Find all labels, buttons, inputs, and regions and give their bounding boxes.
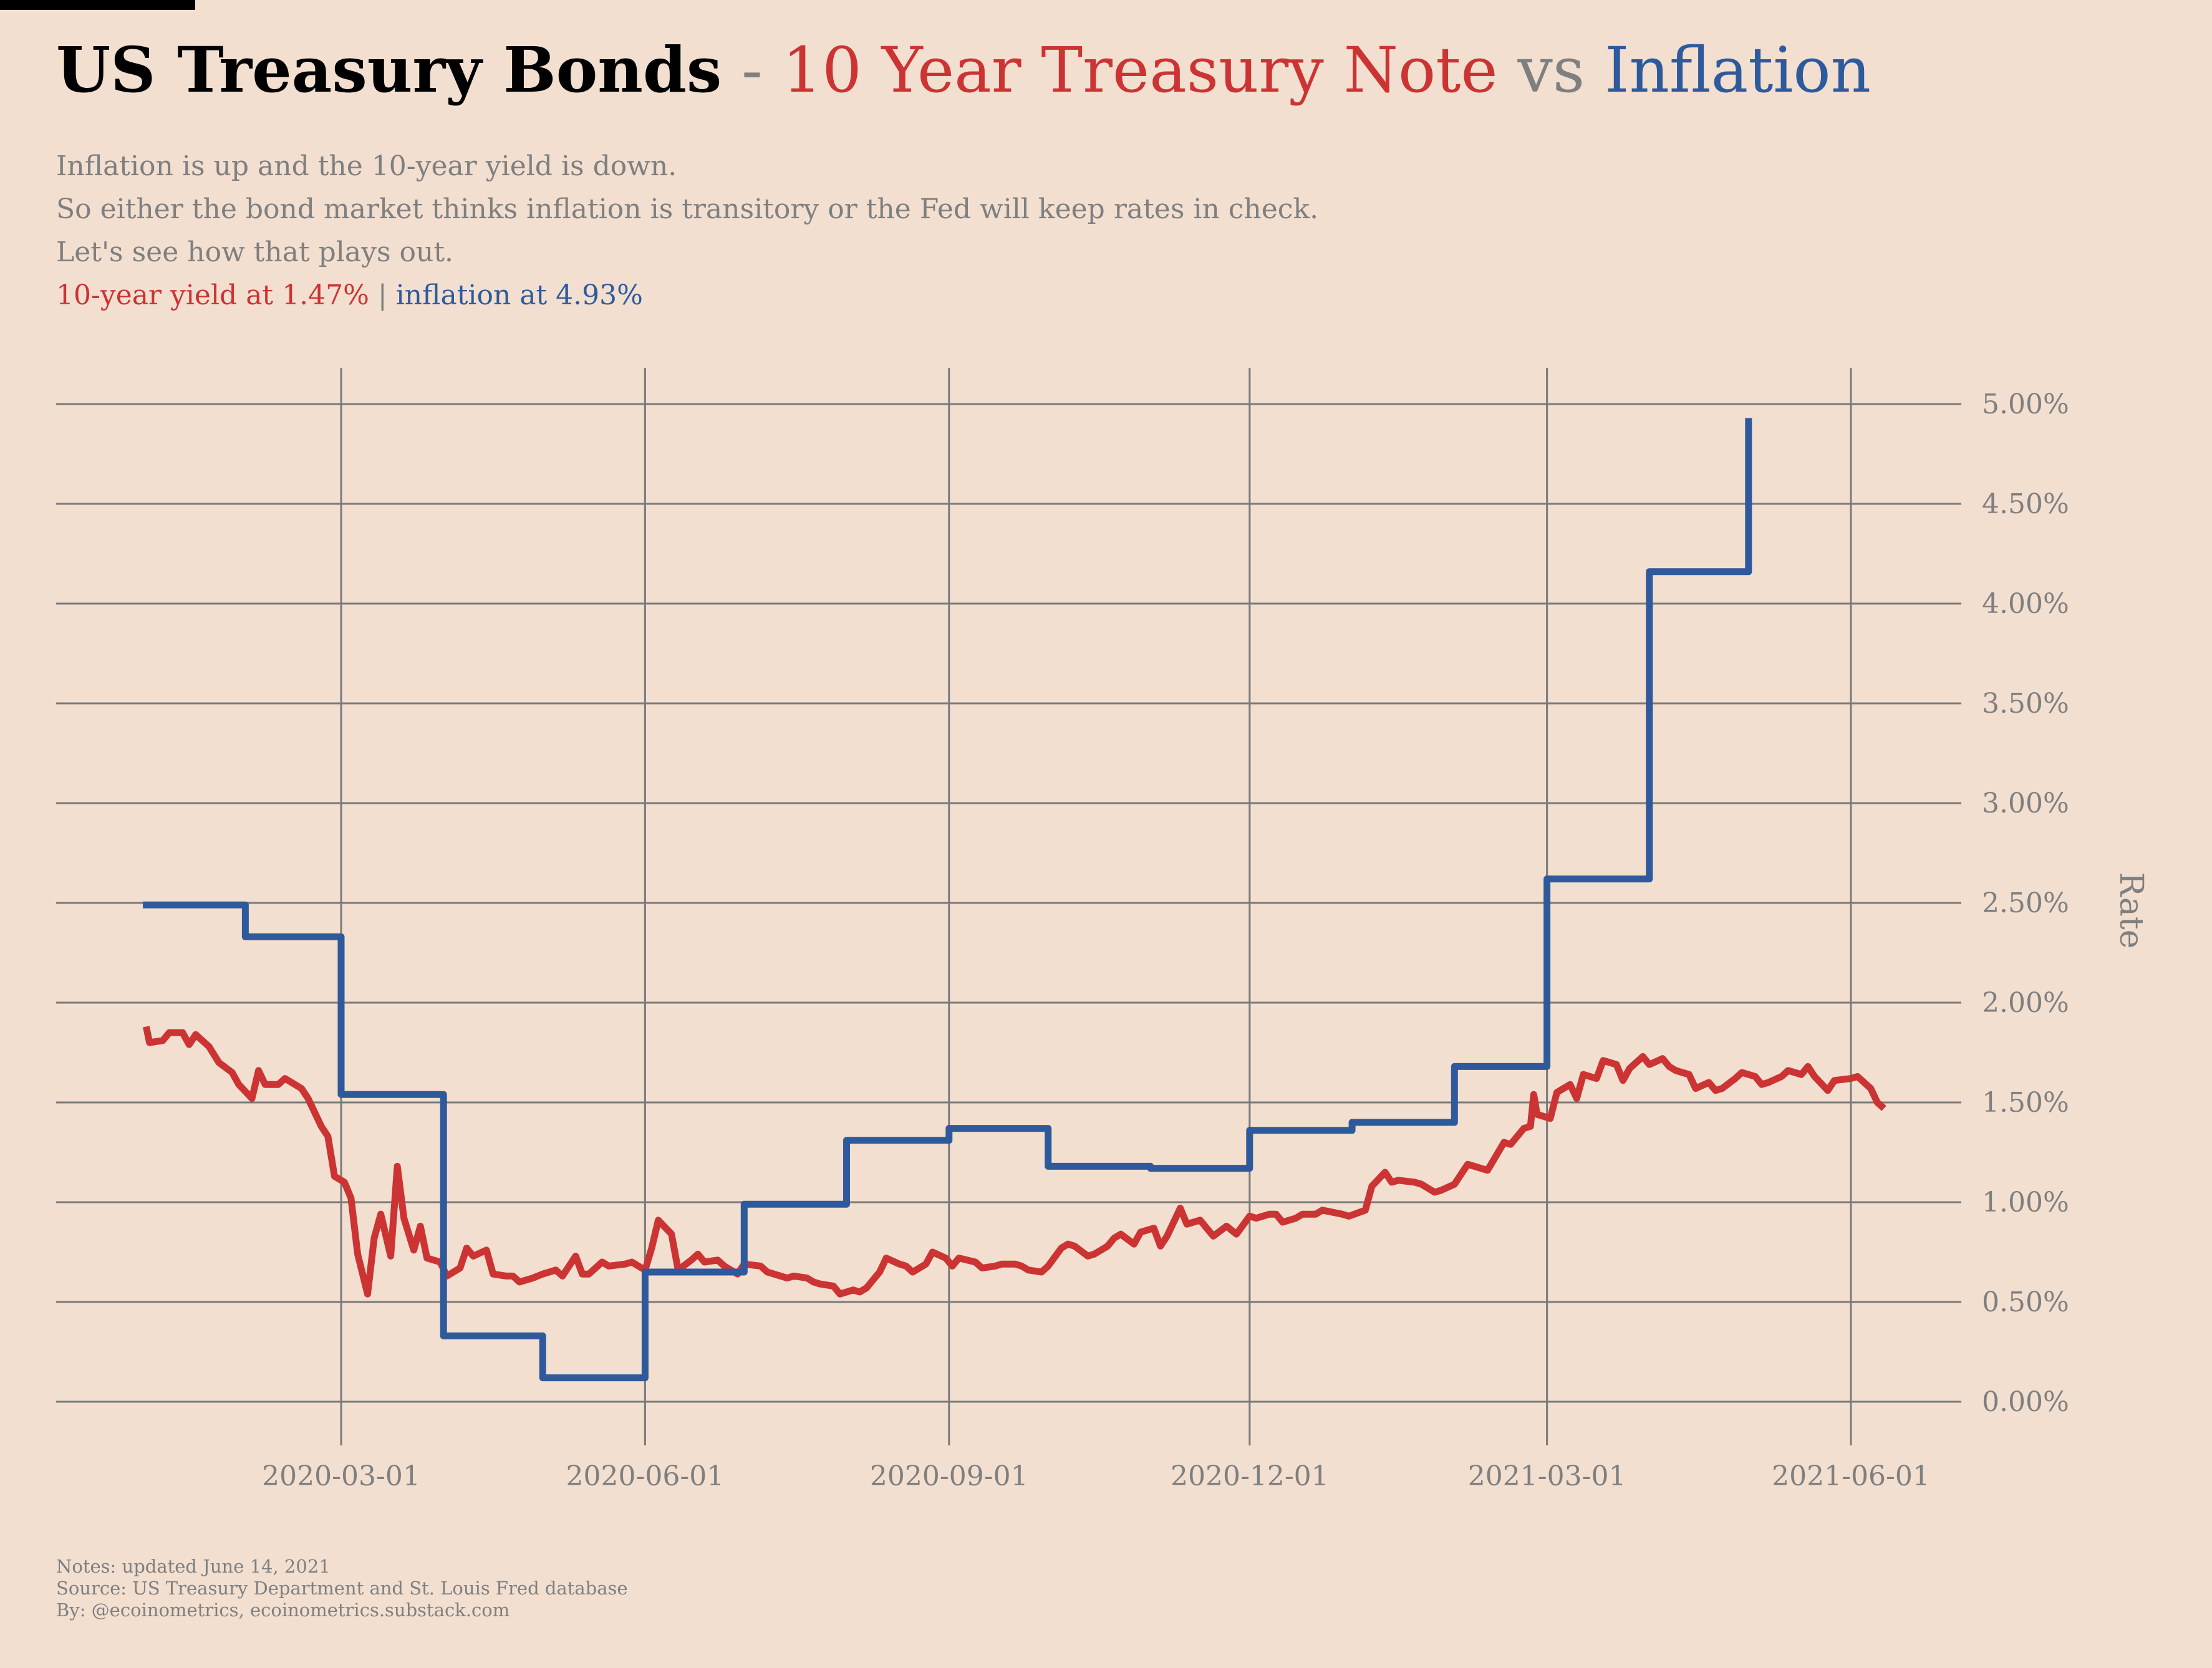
- title-inflation-series: Inflation: [1604, 34, 1871, 107]
- chart-title: US Treasury Bonds - 10 Year Treasury Not…: [56, 31, 1871, 109]
- title-separator: -: [741, 34, 763, 107]
- top-accent-bar: [0, 0, 195, 10]
- yield-value-text: 10-year yield at 1.47%: [56, 279, 369, 311]
- y-tick-label: 4.00%: [1982, 588, 2069, 620]
- notes-source: Source: US Treasury Department and St. L…: [56, 1578, 628, 1599]
- series: [143, 418, 1886, 1382]
- x-tick-label: 2020-12-01: [1171, 1460, 1329, 1492]
- x-tick-label: 2021-03-01: [1468, 1460, 1626, 1492]
- y-axis-title: Rate: [2112, 872, 2150, 948]
- x-tick-label: 2020-03-01: [262, 1460, 420, 1492]
- y-tick-label: 2.00%: [1982, 987, 2069, 1019]
- title-yield-series: 10 Year Treasury Note: [782, 34, 1498, 107]
- chart-subtitle: Inflation is up and the 10-year yield is…: [56, 145, 1318, 317]
- title-vs: vs: [1517, 34, 1585, 107]
- y-tick-label: 0.50%: [1982, 1286, 2069, 1318]
- grid: [56, 368, 1961, 1445]
- y-tick-label: 3.00%: [1982, 788, 2069, 819]
- axis-labels: 0.00% 0.50% 1.00% 1.50% 2.00% 2.50% 3.00% 3.50%…: [262, 388, 2150, 1492]
- notes-author: By: @ecoinometrics, ecoinometrics.substa…: [56, 1599, 510, 1621]
- y-tick-label: 5.00%: [1982, 388, 2069, 420]
- y-tick-label: 0.00%: [1982, 1386, 2069, 1418]
- subtitle-line-1: Inflation is up and the 10-year yield is…: [56, 150, 677, 182]
- y-tick-label: 1.50%: [1982, 1087, 2069, 1119]
- notes-updated: Notes: updated June 14, 2021: [56, 1556, 331, 1577]
- y-tick-label: 1.00%: [1982, 1187, 2069, 1218]
- inflation-series-line: [143, 418, 1752, 1382]
- y-tick-label: 2.50%: [1982, 887, 2069, 919]
- inflation-value-text: inflation at 4.93%: [395, 279, 643, 311]
- yield-series-line: [143, 1026, 1886, 1298]
- subtitle-line-3: Let's see how that plays out.: [56, 236, 454, 268]
- y-tick-label: 4.50%: [1982, 488, 2069, 520]
- chart-notes: Notes: updated June 14, 2021 Source: US …: [56, 1556, 628, 1621]
- values-divider: |: [377, 279, 387, 311]
- x-tick-label: 2020-09-01: [870, 1460, 1028, 1492]
- subtitle-line-2: So either the bond market thinks inflati…: [56, 193, 1319, 225]
- subtitle-values-line: 10-year yield at 1.47% | inflation at 4.…: [56, 274, 1318, 317]
- x-tick-label: 2020-06-01: [566, 1460, 725, 1492]
- y-tick-label: 3.50%: [1982, 688, 2069, 720]
- x-tick-label: 2021-06-01: [1772, 1460, 1930, 1492]
- title-main: US Treasury Bonds: [56, 33, 722, 107]
